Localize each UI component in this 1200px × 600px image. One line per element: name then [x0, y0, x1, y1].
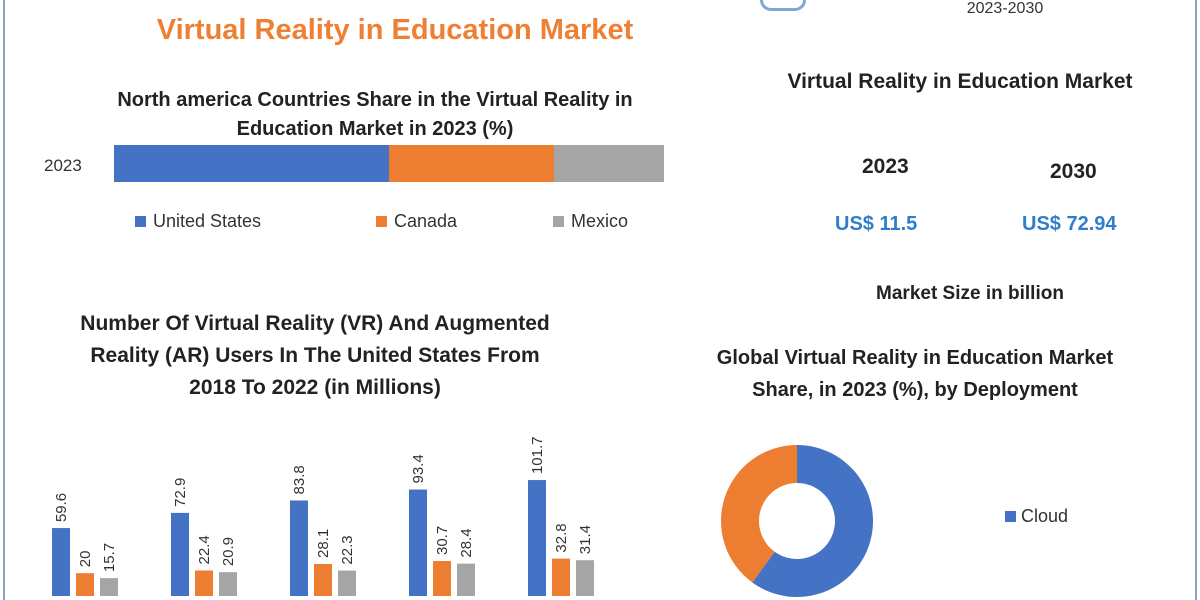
data-label: 20 [77, 551, 94, 568]
legend-item: Mexico [553, 211, 628, 232]
data-label: 32.8 [553, 523, 570, 552]
logo [760, 0, 806, 11]
donut-legend-item: Cloud [1005, 506, 1068, 527]
data-label: 20.9 [220, 537, 237, 566]
stacked-segment [114, 145, 389, 182]
year-start: 2023 [862, 155, 909, 178]
legend-item: United States [135, 211, 261, 232]
bar [76, 573, 94, 596]
legend-label: United States [153, 211, 262, 231]
bar [433, 561, 451, 596]
bar [290, 500, 308, 596]
stacked-category-label: 2023 [44, 156, 82, 175]
data-label: 59.6 [53, 493, 70, 522]
bar [100, 578, 118, 596]
data-label: 28.4 [458, 528, 475, 557]
stacked-segment [554, 145, 664, 182]
stacked-chart-title: North america Countries Share in the Vir… [117, 89, 633, 140]
donut-chart-title: Global Virtual Reality in Education Mark… [716, 347, 1114, 401]
legend-label: Canada [394, 211, 458, 231]
bar [552, 558, 570, 596]
frame-border-left [3, 0, 5, 600]
data-label: 31.4 [577, 525, 594, 554]
bar [576, 560, 594, 596]
bar [219, 572, 237, 596]
year-end: 2030 [1050, 160, 1097, 183]
legend-item: Canada [376, 211, 457, 232]
main-title: Virtual Reality in Education Market [156, 14, 634, 46]
bar [171, 512, 189, 596]
stacked-segment [389, 145, 554, 182]
donut-slice [721, 445, 797, 583]
data-label: 22.3 [339, 535, 356, 564]
data-label: 15.7 [101, 543, 118, 572]
data-label: 72.9 [172, 478, 189, 507]
data-label: 22.4 [196, 535, 213, 564]
legend-label: Cloud [1021, 506, 1069, 526]
legend-label: Mexico [571, 211, 629, 231]
data-label: 28.1 [315, 529, 332, 558]
value-start: US$ 11.5 [835, 213, 918, 235]
donut-slice [752, 445, 873, 597]
bar [314, 563, 332, 596]
bar [195, 570, 213, 596]
bar [457, 563, 475, 596]
summary-title: Virtual Reality in Education Market [787, 70, 1133, 93]
market-size-note: Market Size in billion [876, 283, 1064, 304]
bar [52, 528, 70, 596]
data-label: 83.8 [291, 465, 308, 494]
bar [338, 570, 356, 596]
data-label: 93.4 [410, 454, 427, 483]
data-label: 30.7 [434, 526, 451, 555]
bar [528, 480, 546, 596]
data-label: 101.7 [529, 437, 546, 475]
users-chart-title: Number Of Virtual Reality (VR) And Augme… [80, 312, 550, 399]
frame-border-right [1195, 0, 1197, 600]
bar [409, 489, 427, 596]
years-range: 2023-2030 [966, 0, 1044, 17]
value-end: US$ 72.94 [1022, 213, 1117, 235]
